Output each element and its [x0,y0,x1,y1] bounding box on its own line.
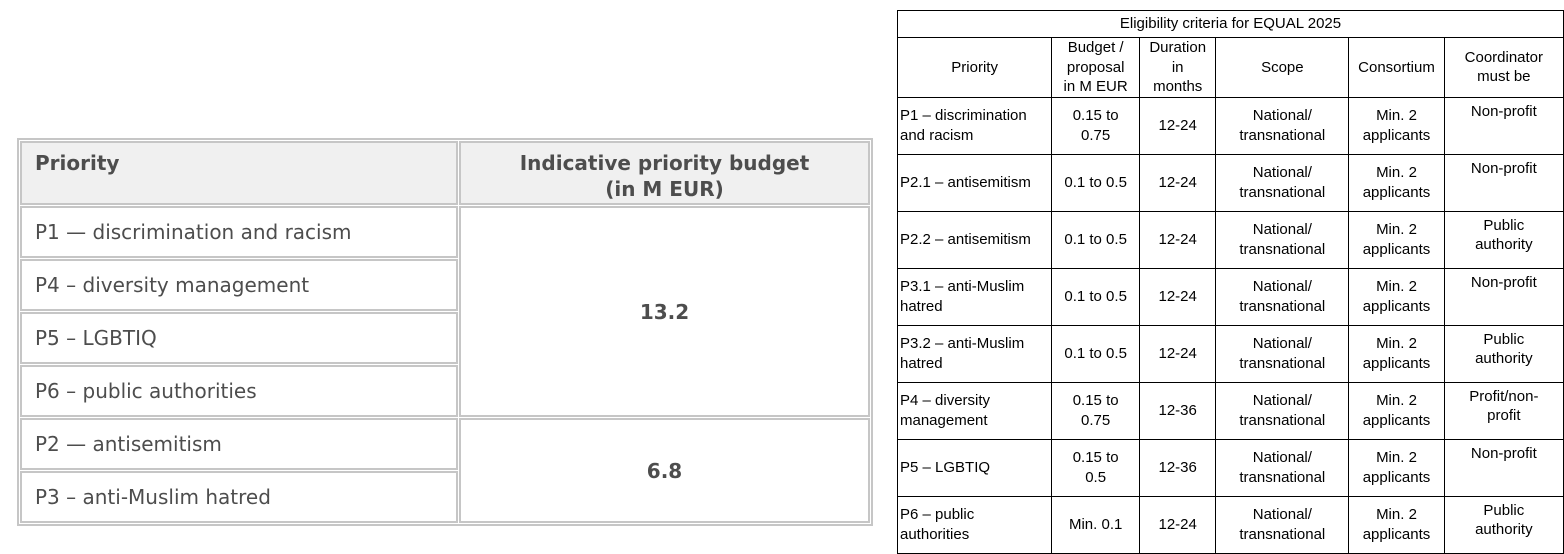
eligibility-header-consortium: Consortium [1348,37,1445,98]
eligibility-duration-cell: 12-24 [1139,210,1217,269]
eligibility-scope-cell: National/ transnational [1215,438,1350,497]
eligibility-scope-cell: National/ transnational [1215,381,1350,440]
eligibility-scope-cell: National/ transnational [1215,267,1350,326]
eligibility-consortium-cell: Min. 2 applicants [1348,381,1445,440]
eligibility-consortium-cell: Min. 2 applicants [1348,324,1445,383]
eligibility-coordinator-cell: Non-profit [1443,96,1564,155]
eligibility-scope-cell: National/ transnational [1215,96,1350,155]
eligibility-priority-cell: P1 – discrimination and racism [896,96,1053,155]
eligibility-table-title: Eligibility criteria for EQUAL 2025 [897,10,1564,38]
eligibility-criteria-table: Eligibility criteria for EQUAL 2025 Prio… [896,10,1564,554]
eligibility-budget-cell: 0.15 to 0.75 [1051,381,1141,440]
eligibility-header-duration: Duration in months [1139,37,1217,98]
eligibility-header-scope: Scope [1215,37,1350,98]
eligibility-header-row: Priority Budget / proposal in M EUR Dura… [896,37,1564,98]
table-row: P2 — antisemitism 6.8 [20,418,870,523]
budget-header-row: Priority Indicative priority budget (in … [20,141,870,205]
eligibility-title-row: Eligibility criteria for EQUAL 2025 [897,10,1564,38]
budget-row-priority-p1: P1 — discrimination and racism [20,206,458,258]
eligibility-scope-cell: National/ transnational [1215,324,1350,383]
eligibility-consortium-cell: Min. 2 applicants [1348,153,1445,212]
table-row: P2.1 – antisemitism 0.1 to 0.5 12-24 Nat… [896,153,1564,212]
budget-row-priority-p5: P5 – LGBTIQ [20,312,458,364]
table-row: P5 – LGBTIQ 0.15 to 0.5 12-36 National/ … [896,438,1564,497]
budget-row-priority-p6: P6 – public authorities [20,365,458,417]
table-row: P2.2 – antisemitism 0.1 to 0.5 12-24 Nat… [896,210,1564,269]
eligibility-consortium-cell: Min. 2 applicants [1348,210,1445,269]
table-row: P3.1 – anti-Muslim hatred 0.1 to 0.5 12-… [896,267,1564,326]
eligibility-coordinator-cell: Public authority [1443,210,1564,269]
eligibility-coordinator-cell: Non-profit [1443,267,1564,326]
budget-row-priority-p2: P2 — antisemitism [20,418,458,470]
eligibility-priority-cell: P4 – diversity management [896,381,1053,440]
budget-amount-group1: 13.2 [459,206,870,417]
eligibility-duration-cell: 12-24 [1139,96,1217,155]
table-row: P4 – diversity management 0.15 to 0.75 1… [896,381,1564,440]
eligibility-budget-cell: 0.15 to 0.75 [1051,96,1141,155]
eligibility-duration-cell: 12-36 [1139,381,1217,440]
eligibility-scope-cell: National/ transnational [1215,210,1350,269]
table-row: P6 – public authorities [20,365,870,417]
eligibility-consortium-cell: Min. 2 applicants [1348,438,1445,497]
eligibility-consortium-cell: Min. 2 applicants [1348,267,1445,326]
budget-amount-group2: 6.8 [459,418,870,523]
eligibility-header-priority: Priority [896,37,1053,98]
eligibility-coordinator-cell: Profit/non- profit [1443,381,1564,440]
eligibility-duration-cell: 12-24 [1139,153,1217,212]
eligibility-budget-cell: 0.1 to 0.5 [1051,267,1141,326]
eligibility-priority-cell: P2.2 – antisemitism [896,210,1053,269]
indicative-budget-table: Priority Indicative priority budget (in … [17,138,873,526]
eligibility-coordinator-cell: Public authority [1443,324,1564,383]
table-row: P4 – diversity management [20,259,870,311]
budget-header-priority: Priority [20,141,458,205]
eligibility-budget-cell: 0.15 to 0.5 [1051,438,1141,497]
eligibility-coordinator-cell: Non-profit [1443,153,1564,212]
eligibility-priority-cell: P3.2 – anti-Muslim hatred [896,324,1053,383]
table-row: P3.2 – anti-Muslim hatred 0.1 to 0.5 12-… [896,324,1564,383]
table-row: P1 — discrimination and racism 13.2 [20,206,870,417]
table-row: P3 – anti-Muslim hatred [20,471,870,523]
eligibility-budget-cell: 0.1 to 0.5 [1051,153,1141,212]
eligibility-duration-cell: 12-24 [1139,324,1217,383]
eligibility-budget-cell: 0.1 to 0.5 [1051,210,1141,269]
eligibility-scope-cell: National/ transnational [1215,153,1350,212]
budget-row-priority-p4: P4 – diversity management [20,259,458,311]
eligibility-priority-cell: P5 – LGBTIQ [896,438,1053,497]
eligibility-priority-cell: P3.1 – anti-Muslim hatred [896,267,1053,326]
eligibility-coordinator-cell: Non-profit [1443,438,1564,497]
eligibility-budget-cell: 0.1 to 0.5 [1051,324,1141,383]
budget-row-priority-p3: P3 – anti-Muslim hatred [20,471,458,523]
eligibility-priority-cell: P2.1 – antisemitism [896,153,1053,212]
eligibility-consortium-cell: Min. 2 applicants [1348,96,1445,155]
table-row: P1 – discrimination and racism 0.15 to 0… [896,96,1564,155]
eligibility-duration-cell: 12-36 [1139,438,1217,497]
eligibility-duration-cell: 12-24 [1139,267,1217,326]
eligibility-header-coordinator: Coordinator must be [1443,37,1564,98]
budget-header-amount: Indicative priority budget (in M EUR) [459,141,870,205]
eligibility-header-budget: Budget / proposal in M EUR [1051,37,1141,98]
table-row: P5 – LGBTIQ [20,312,870,364]
